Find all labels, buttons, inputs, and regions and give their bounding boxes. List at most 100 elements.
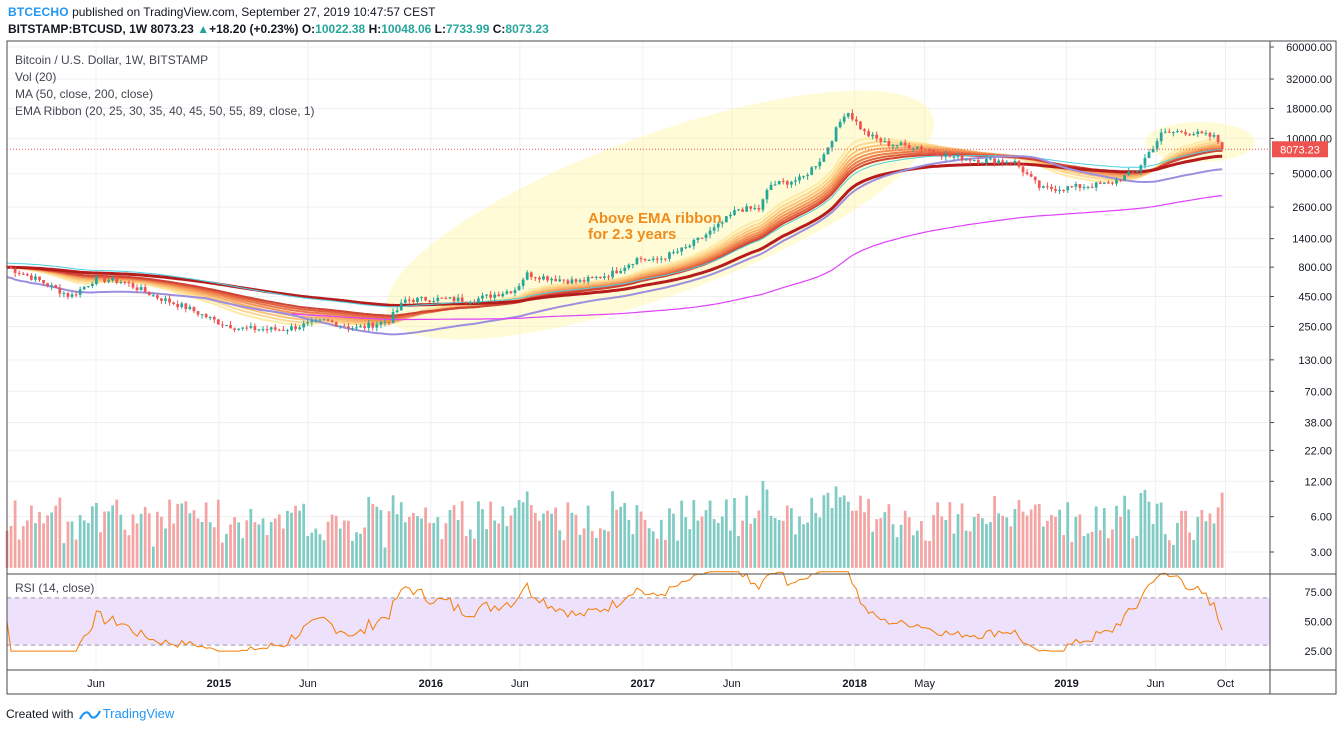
volume-bar — [940, 516, 944, 568]
candle-body — [1139, 165, 1143, 172]
candle-body — [351, 328, 354, 330]
volume-bar — [1184, 510, 1187, 568]
candle-body — [724, 216, 728, 223]
candle-body — [1115, 179, 1118, 184]
volume-bar — [603, 529, 606, 568]
volume-bar — [1078, 514, 1082, 568]
volume-bar — [172, 523, 175, 568]
rsi-legend[interactable]: RSI (14, close) — [15, 581, 95, 595]
volume-bar — [1147, 501, 1151, 568]
volume-bar — [1216, 507, 1220, 568]
ma-legend[interactable]: MA (50, close, 200, close) — [15, 87, 154, 101]
author-name[interactable]: BTCECHO — [8, 5, 69, 19]
candle-body — [123, 281, 127, 283]
up-arrow-icon: ▲ — [197, 22, 210, 36]
volume-bar — [1001, 515, 1005, 568]
candle-body — [716, 223, 720, 228]
volume-bar — [204, 502, 208, 568]
volume-bar — [1139, 493, 1143, 568]
volume-bar — [70, 521, 74, 568]
candle-body — [985, 159, 988, 163]
volume-bar — [1070, 541, 1074, 568]
price-chart[interactable]: 60000.0032000.0018000.0010000.005000.002… — [0, 0, 1342, 700]
candle-body — [550, 278, 553, 281]
candle-body — [62, 293, 66, 295]
candle-body — [1163, 131, 1167, 133]
candle-body — [359, 326, 362, 328]
volume-bar — [619, 506, 623, 568]
candle-body — [58, 287, 62, 294]
volume-bar — [920, 521, 923, 568]
volume-bar — [859, 495, 862, 568]
rsi-tick-label: 75.00 — [1304, 587, 1332, 599]
bull-run-ellipse — [386, 90, 934, 340]
candle-body — [237, 328, 241, 330]
candle-body — [696, 237, 700, 241]
volume-bar — [180, 503, 184, 568]
candle-body — [1086, 186, 1090, 188]
volume-bar — [818, 517, 822, 568]
candle-body — [375, 324, 379, 328]
volume-bar — [261, 518, 265, 568]
grid-lines — [7, 41, 1270, 670]
candle-body — [314, 320, 318, 322]
candle-body — [139, 287, 143, 291]
candle-body — [1159, 132, 1163, 142]
volume-bar — [1163, 534, 1167, 568]
candle-body — [1123, 175, 1126, 181]
volume-bar — [42, 523, 45, 568]
time-tick-label: Oct — [1217, 678, 1234, 690]
candle-body — [611, 270, 614, 278]
volume-bar — [891, 524, 895, 568]
candle-body — [302, 323, 306, 328]
volume-bars — [5, 480, 1224, 568]
volume-bar — [981, 518, 984, 568]
candle-body — [38, 276, 41, 280]
volume-bar — [773, 518, 777, 568]
candle-body — [1001, 160, 1005, 163]
candle-body — [143, 287, 147, 293]
vol-legend[interactable]: Vol (20) — [15, 70, 57, 84]
price-tick-label: 32000.00 — [1286, 74, 1332, 86]
candle-body — [785, 181, 789, 185]
candle-body — [1102, 182, 1106, 184]
volume-bar — [456, 520, 460, 568]
candle-body — [1058, 189, 1061, 191]
volume-bar — [253, 522, 257, 568]
candle-body — [334, 322, 338, 327]
candle-body — [192, 306, 196, 312]
tradingview-brand[interactable]: TradingView — [102, 706, 175, 721]
candle-body — [391, 312, 395, 323]
candle-body — [1106, 182, 1110, 184]
candle-body — [867, 131, 870, 137]
volume-bar — [440, 539, 444, 568]
candle-body — [818, 161, 822, 167]
candle-body — [647, 259, 651, 261]
candle-body — [668, 252, 671, 259]
ribbon-legend[interactable]: EMA Ribbon (20, 25, 30, 35, 40, 45, 50, … — [15, 104, 315, 118]
volume-bar — [1013, 509, 1017, 568]
volume-bar — [607, 531, 610, 568]
volume-bar — [1050, 514, 1053, 568]
volume-bar — [428, 522, 432, 568]
volume-bar — [46, 515, 50, 568]
candle-body — [1196, 131, 1200, 135]
candle-body — [42, 279, 45, 284]
candle-body — [855, 119, 858, 122]
candle-body — [21, 273, 25, 275]
candle-body — [25, 274, 29, 276]
volume-bar — [257, 524, 261, 568]
candle-body — [582, 280, 586, 282]
candle-body — [1151, 148, 1155, 153]
volume-bar — [107, 511, 110, 568]
volume-bar — [704, 510, 708, 568]
volume-bar — [424, 507, 427, 568]
candle-body — [168, 298, 171, 303]
candle-body — [306, 322, 310, 324]
volume-bar — [944, 520, 948, 568]
ema-ribbon-line — [6, 149, 1223, 317]
candle-body — [424, 296, 427, 301]
chart-frame — [6, 40, 1337, 695]
candle-body — [367, 322, 371, 329]
candle-body — [664, 258, 667, 260]
